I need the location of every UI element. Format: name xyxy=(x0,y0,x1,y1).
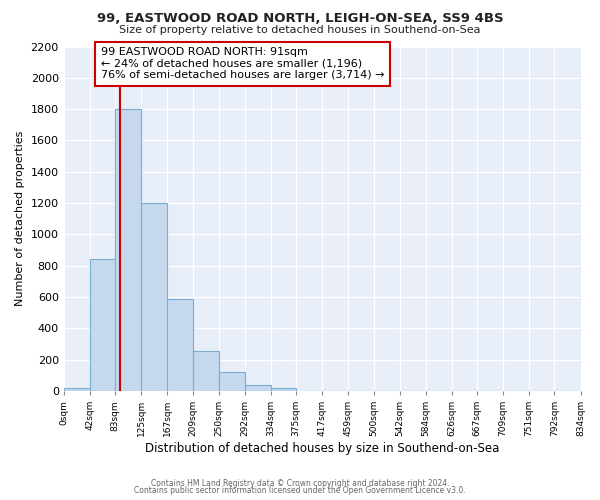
Text: Size of property relative to detached houses in Southend-on-Sea: Size of property relative to detached ho… xyxy=(119,25,481,35)
Y-axis label: Number of detached properties: Number of detached properties xyxy=(15,131,25,306)
Bar xyxy=(245,385,271,391)
Bar xyxy=(64,388,89,391)
Text: 99 EASTWOOD ROAD NORTH: 91sqm
← 24% of detached houses are smaller (1,196)
76% o: 99 EASTWOOD ROAD NORTH: 91sqm ← 24% of d… xyxy=(101,48,385,80)
Bar xyxy=(193,351,218,391)
Text: 99, EASTWOOD ROAD NORTH, LEIGH-ON-SEA, SS9 4BS: 99, EASTWOOD ROAD NORTH, LEIGH-ON-SEA, S… xyxy=(97,12,503,26)
Text: Contains public sector information licensed under the Open Government Licence v3: Contains public sector information licen… xyxy=(134,486,466,495)
Text: Contains HM Land Registry data © Crown copyright and database right 2024.: Contains HM Land Registry data © Crown c… xyxy=(151,478,449,488)
Bar xyxy=(115,109,141,391)
Bar xyxy=(167,298,193,391)
Bar xyxy=(218,372,245,391)
Bar xyxy=(89,260,115,391)
Bar xyxy=(271,388,296,391)
Bar xyxy=(141,203,167,391)
X-axis label: Distribution of detached houses by size in Southend-on-Sea: Distribution of detached houses by size … xyxy=(145,442,499,455)
